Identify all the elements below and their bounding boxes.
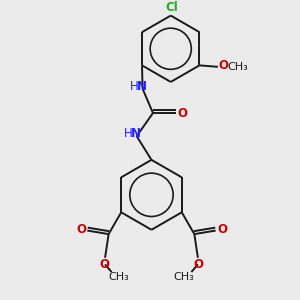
Text: O: O [217, 223, 227, 236]
Text: CH₃: CH₃ [109, 272, 129, 282]
Text: Cl: Cl [165, 1, 178, 14]
Text: H: H [130, 80, 139, 93]
Text: O: O [178, 106, 188, 120]
Text: O: O [193, 258, 203, 271]
Text: N: N [131, 127, 141, 140]
Text: N: N [137, 80, 147, 93]
Text: O: O [100, 258, 110, 271]
Text: CH₃: CH₃ [228, 61, 248, 71]
Text: CH₃: CH₃ [174, 272, 194, 282]
Text: H: H [124, 127, 133, 140]
Text: O: O [218, 59, 228, 72]
Text: O: O [76, 223, 86, 236]
